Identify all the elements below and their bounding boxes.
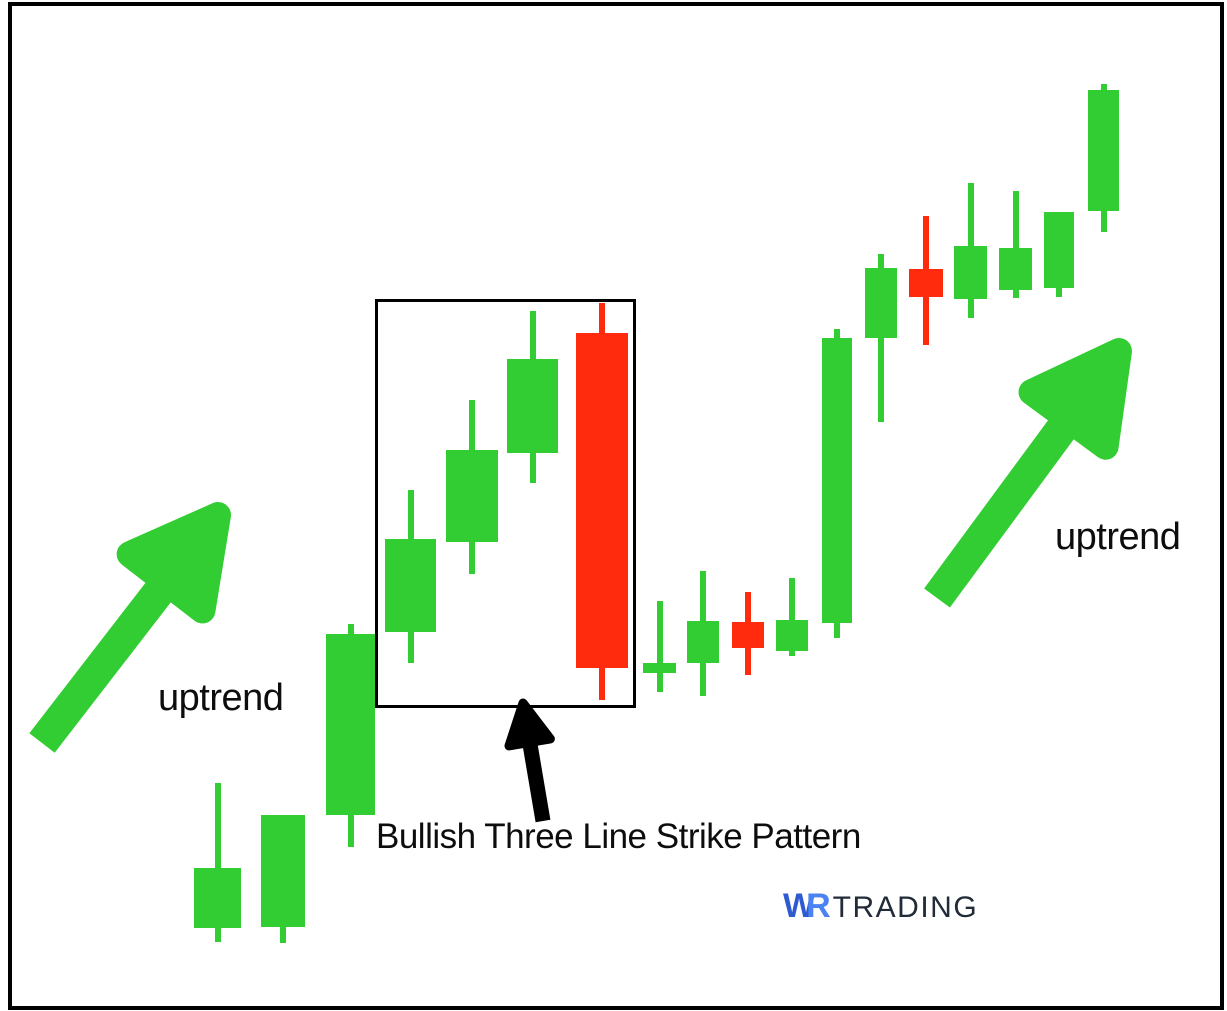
bullish-candle-body <box>865 268 897 338</box>
pattern-name-label: Bullish Three Line Strike Pattern <box>376 817 861 856</box>
bearish-candle-body <box>576 333 628 668</box>
logo-letter-w: W <box>783 887 816 925</box>
uptrend-arrow-right <box>924 337 1132 608</box>
bullish-candle-body <box>954 246 987 299</box>
candle-wick <box>1012 191 1019 298</box>
bullish-candle-body <box>261 815 305 927</box>
bullish-candle-body <box>1088 90 1119 211</box>
bullish-candle-body <box>326 634 375 815</box>
bullish-candle-body <box>999 248 1032 290</box>
bullish-candle-body <box>194 868 241 928</box>
candle-wick <box>214 783 221 942</box>
bullish-candle-body <box>687 621 719 663</box>
logo-wordmark: TRADING <box>832 891 979 924</box>
bullish-candle-body <box>1044 212 1074 288</box>
bullish-candle-body <box>507 359 558 453</box>
logo-letter-r: R <box>806 887 831 925</box>
wr-trading-logo: W R TRADING <box>783 889 978 923</box>
candle-wick <box>656 601 663 692</box>
pattern-pointer-arrow <box>504 698 555 823</box>
uptrend-label-right: uptrend <box>1055 516 1181 558</box>
bearish-candle-body <box>909 269 943 297</box>
pattern-highlight-box <box>375 299 636 708</box>
uptrend-arrow-left <box>29 502 232 753</box>
bullish-candle-body <box>822 338 852 623</box>
candle-wick <box>878 254 884 422</box>
bullish-candle-body <box>385 539 436 632</box>
uptrend-label-left: uptrend <box>158 677 284 719</box>
bullish-candle-body <box>446 450 498 542</box>
bearish-candle-body <box>732 622 764 648</box>
bullish-candle-body <box>776 620 808 651</box>
candle-wick <box>789 578 795 656</box>
bullish-candle-body <box>643 663 676 673</box>
